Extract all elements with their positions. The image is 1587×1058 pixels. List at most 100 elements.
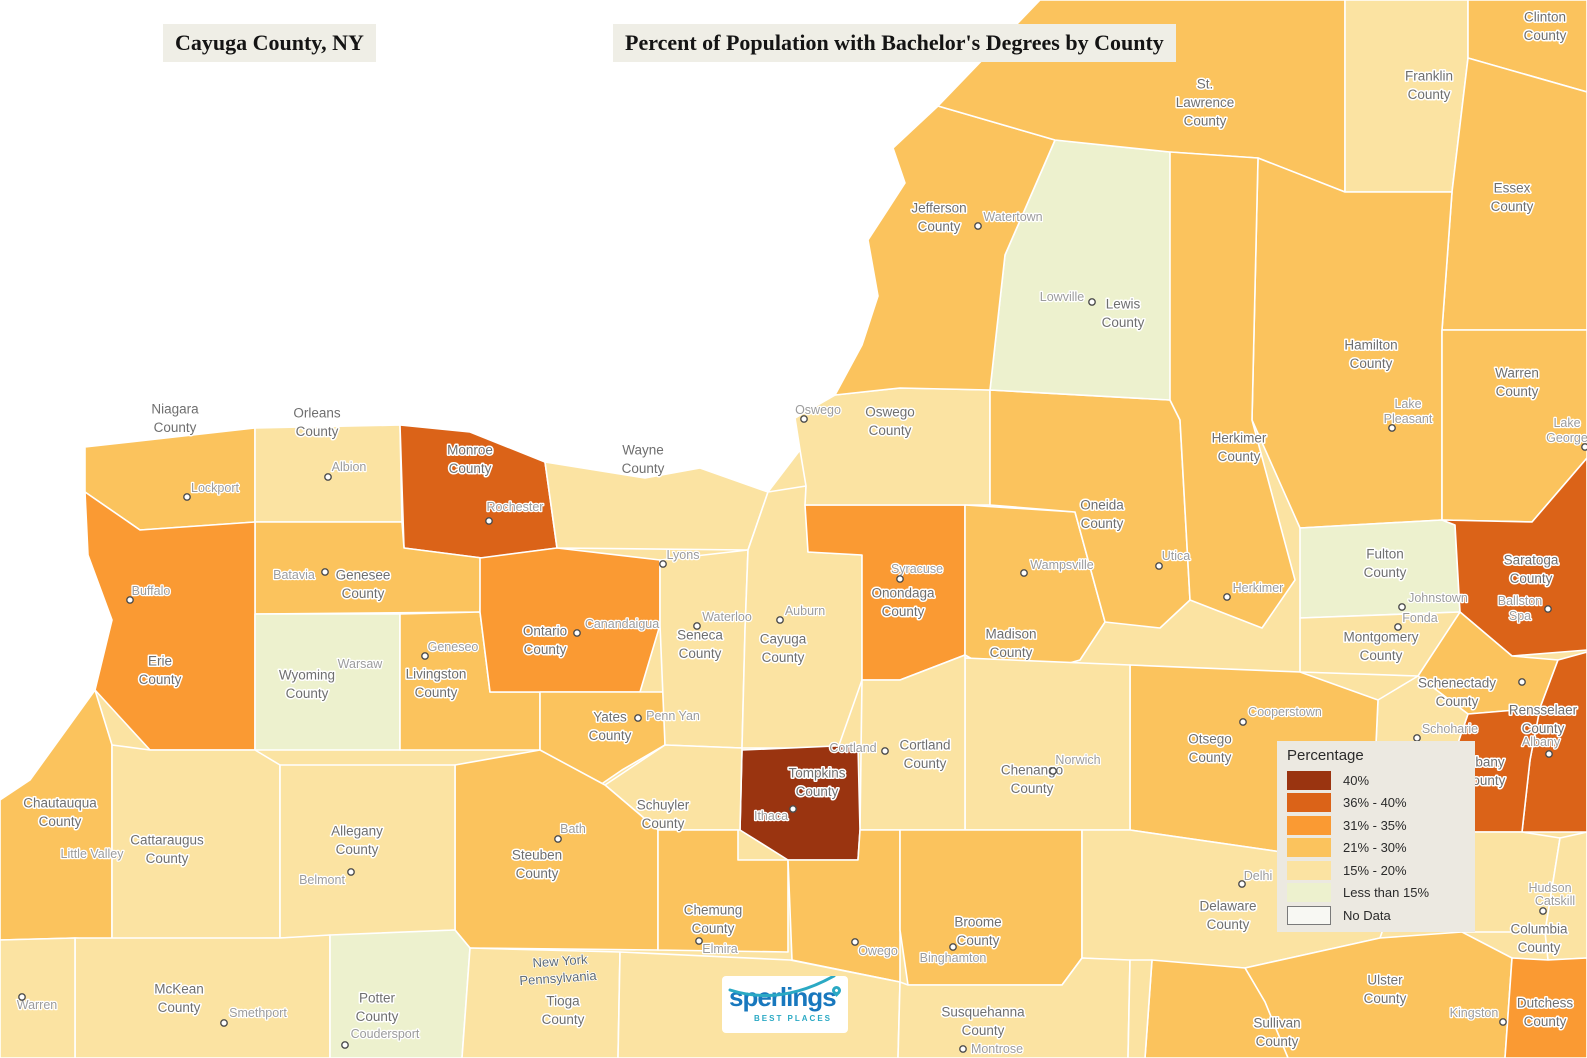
- legend-item-b21_30: 21% - 30%: [1287, 837, 1475, 860]
- legend-item-b31_35: 31% - 35%: [1287, 814, 1475, 837]
- county-label-madison: County: [990, 645, 1033, 660]
- city-dot-schenectady-city: [1518, 678, 1526, 686]
- city-dot-cooperstown: [1239, 718, 1247, 726]
- legend-item-b40: 40%: [1287, 769, 1475, 792]
- county-label-broome: County: [957, 933, 1000, 948]
- city-dot-penn-yan: [634, 714, 642, 722]
- map-title-box: Percent of Population with Bachelor's De…: [613, 24, 1176, 62]
- city-dot-batavia: [321, 568, 329, 576]
- county-label-herkimer: Herkimer: [1212, 431, 1267, 446]
- legend-swatch-nodata: [1287, 905, 1331, 925]
- city-dot-auburn: [776, 616, 784, 624]
- logo-swoosh-icon: [728, 976, 836, 998]
- county-label-fulton: Fulton: [1366, 547, 1404, 562]
- county-label-delaware: County: [1207, 917, 1250, 932]
- county-label-steuben: County: [516, 866, 559, 881]
- county-shape-susquehanna[interactable]: [897, 957, 1131, 1058]
- county-label-tioga-pa: Tioga: [546, 994, 580, 1009]
- city-label-syracuse: Syracuse: [891, 562, 943, 576]
- county-shape-dutchess[interactable]: [1504, 957, 1587, 1058]
- city-label-lake-pleasant: Lake: [1394, 397, 1421, 411]
- city-label-herkimer-city: Herkimer: [1233, 581, 1284, 595]
- city-dot-bath: [554, 835, 562, 843]
- city-dot-canandaigua: [573, 629, 581, 637]
- city-label-lyons: Lyons: [667, 548, 700, 562]
- legend-title: Percentage: [1287, 747, 1364, 764]
- county-label-tioga-pa: County: [542, 1012, 585, 1027]
- county-label-rensselaer: Rensselaer: [1509, 703, 1578, 718]
- county-label-monroe: County: [449, 461, 492, 476]
- legend-item-nodata: No Data: [1287, 904, 1475, 927]
- city-dot-belmont: [347, 868, 355, 876]
- city-dot-albion: [324, 473, 332, 481]
- county-label-erie: County: [139, 672, 182, 687]
- county-label-susquehanna: County: [962, 1023, 1005, 1038]
- county-label-cattaraugus: County: [146, 851, 189, 866]
- county-label-schenectady: County: [1436, 694, 1479, 709]
- county-label-mckean: County: [158, 1000, 201, 1015]
- county-label-essex: Essex: [1494, 181, 1531, 196]
- city-label-batavia: Batavia: [273, 568, 315, 582]
- city-label-utica: Utica: [1162, 549, 1191, 563]
- county-label-essex: County: [1491, 199, 1534, 214]
- city-label-albany-city: Albany: [1522, 735, 1561, 749]
- county-shape-herkimer[interactable]: [1169, 151, 1296, 629]
- city-label-norwich: Norwich: [1055, 753, 1100, 767]
- legend-label-lt15: Less than 15%: [1343, 885, 1430, 901]
- sperlings-logo[interactable]: sperling s BEST PLACES: [722, 976, 848, 1033]
- county-label-ontario: County: [524, 642, 567, 657]
- county-shape-mckean[interactable]: [74, 934, 331, 1058]
- city-label-canandaigua: Canandaigua: [585, 617, 659, 631]
- county-shape-chenango[interactable]: [964, 657, 1131, 831]
- county-shape-region-warren-pa[interactable]: [0, 937, 76, 1058]
- county-label-st-lawrence: St.: [1197, 77, 1214, 92]
- county-label-chenango: County: [1011, 781, 1054, 796]
- county-label-clinton: County: [1524, 28, 1567, 43]
- county-label-saratoga: Saratoga: [1504, 553, 1559, 568]
- city-dot-syracuse: [896, 575, 904, 583]
- county-label-oswego: Oswego: [865, 405, 915, 420]
- county-label-hamilton: County: [1350, 356, 1393, 371]
- city-dot-ithaca: [789, 805, 797, 813]
- county-label-ulster: Ulster: [1367, 973, 1403, 988]
- county-label-orleans: Orleans: [293, 406, 341, 421]
- city-label-delhi: Delhi: [1244, 869, 1273, 883]
- city-label-ballston-spa: Spa: [1509, 609, 1531, 623]
- county-label-livingston: Livingston: [406, 667, 467, 682]
- county-label-chenango: Chenango: [1001, 763, 1063, 778]
- city-dot-elmira: [695, 937, 703, 945]
- county-label-franklin: County: [1408, 87, 1451, 102]
- county-shape-jefferson[interactable]: [834, 105, 1056, 396]
- county-label-potter: County: [356, 1009, 399, 1024]
- county-label-allegany: County: [336, 842, 379, 857]
- city-label-ballston-spa: Ballston: [1498, 594, 1543, 608]
- county-label-columbia: Columbia: [1510, 922, 1568, 937]
- city-label-penn-yan: Penn Yan: [646, 709, 700, 723]
- county-shape-tioga-pa[interactable]: [461, 947, 621, 1058]
- county-shape-cortland[interactable]: [859, 654, 966, 831]
- city-label-rochester: Rochester: [487, 500, 544, 514]
- city-label-smethport: Smethport: [229, 1006, 287, 1020]
- city-dot-ballston-spa: [1544, 605, 1552, 613]
- city-label-lowville: Lowville: [1040, 290, 1085, 304]
- county-label-dutchess: Dutchess: [1517, 996, 1574, 1011]
- county-shape-region-wayne-pa[interactable]: [1127, 959, 1153, 1058]
- legend-label-b40: 40%: [1343, 772, 1370, 788]
- county-label-genesee: Genesee: [336, 568, 391, 583]
- city-dot-delhi: [1238, 880, 1246, 888]
- city-label-albion: Albion: [332, 460, 367, 474]
- county-label-tompkins: Tompkins: [788, 766, 845, 781]
- county-shape-clinton[interactable]: [1467, 0, 1587, 93]
- city-label-schoharie: Schoharie: [1422, 722, 1478, 736]
- city-label-warsaw: Warsaw: [338, 657, 384, 671]
- county-label-niagara: County: [154, 420, 197, 435]
- city-dot-lake-george: [1581, 443, 1587, 451]
- county-label-chemung: County: [692, 921, 735, 936]
- city-dot-utica: [1155, 562, 1163, 570]
- city-label-lockport: Lockport: [191, 481, 239, 495]
- county-label-oswego: County: [869, 423, 912, 438]
- county-shape-ontario[interactable]: [479, 547, 661, 693]
- legend-label-b31_35: 31% - 35%: [1343, 817, 1407, 833]
